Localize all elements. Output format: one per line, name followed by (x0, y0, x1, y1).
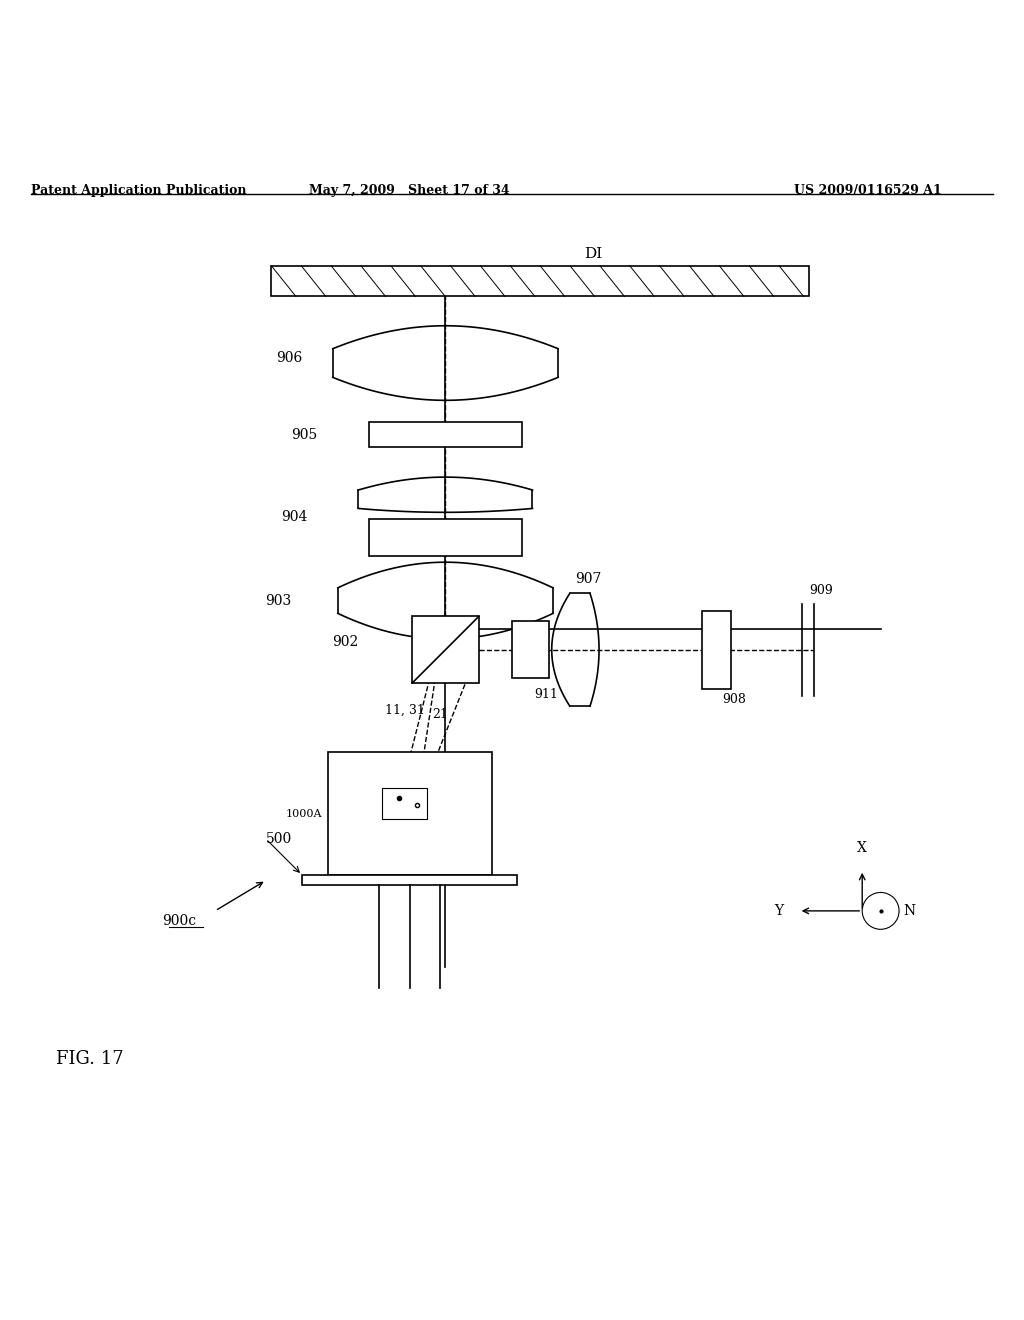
Text: Y: Y (774, 904, 783, 917)
Text: 1000A: 1000A (286, 809, 323, 818)
Text: N: N (903, 904, 915, 917)
Text: 906: 906 (275, 351, 302, 364)
Text: 902: 902 (332, 635, 358, 648)
Text: 904: 904 (281, 510, 307, 524)
Text: 500: 500 (265, 832, 292, 846)
Text: 907: 907 (575, 573, 602, 586)
Bar (412, 616, 478, 682)
Text: X: X (857, 841, 867, 854)
Text: 3: 3 (380, 833, 388, 846)
Text: DI: DI (584, 247, 602, 260)
Bar (702, 611, 731, 689)
Bar (271, 265, 809, 297)
Text: Patent Application Publication: Patent Application Publication (31, 183, 246, 197)
Bar (369, 519, 522, 556)
Text: 911: 911 (535, 688, 558, 701)
Bar (302, 875, 517, 886)
Text: FIG. 17: FIG. 17 (56, 1051, 124, 1068)
Bar (328, 752, 492, 875)
Text: US 2009/0116529 A1: US 2009/0116529 A1 (795, 183, 942, 197)
Bar (512, 622, 549, 678)
Text: May 7, 2009   Sheet 17 of 34: May 7, 2009 Sheet 17 of 34 (309, 183, 510, 197)
Text: 909: 909 (809, 583, 833, 597)
Bar (369, 422, 522, 447)
Text: 1: 1 (396, 793, 402, 804)
Text: 2: 2 (421, 833, 429, 846)
Text: 908: 908 (722, 693, 745, 706)
Text: 905: 905 (291, 428, 317, 442)
Bar (382, 788, 427, 818)
Text: 11, 31: 11, 31 (385, 704, 424, 717)
Text: 900c: 900c (162, 915, 197, 928)
Text: 21: 21 (432, 709, 449, 722)
Text: 903: 903 (265, 594, 292, 607)
